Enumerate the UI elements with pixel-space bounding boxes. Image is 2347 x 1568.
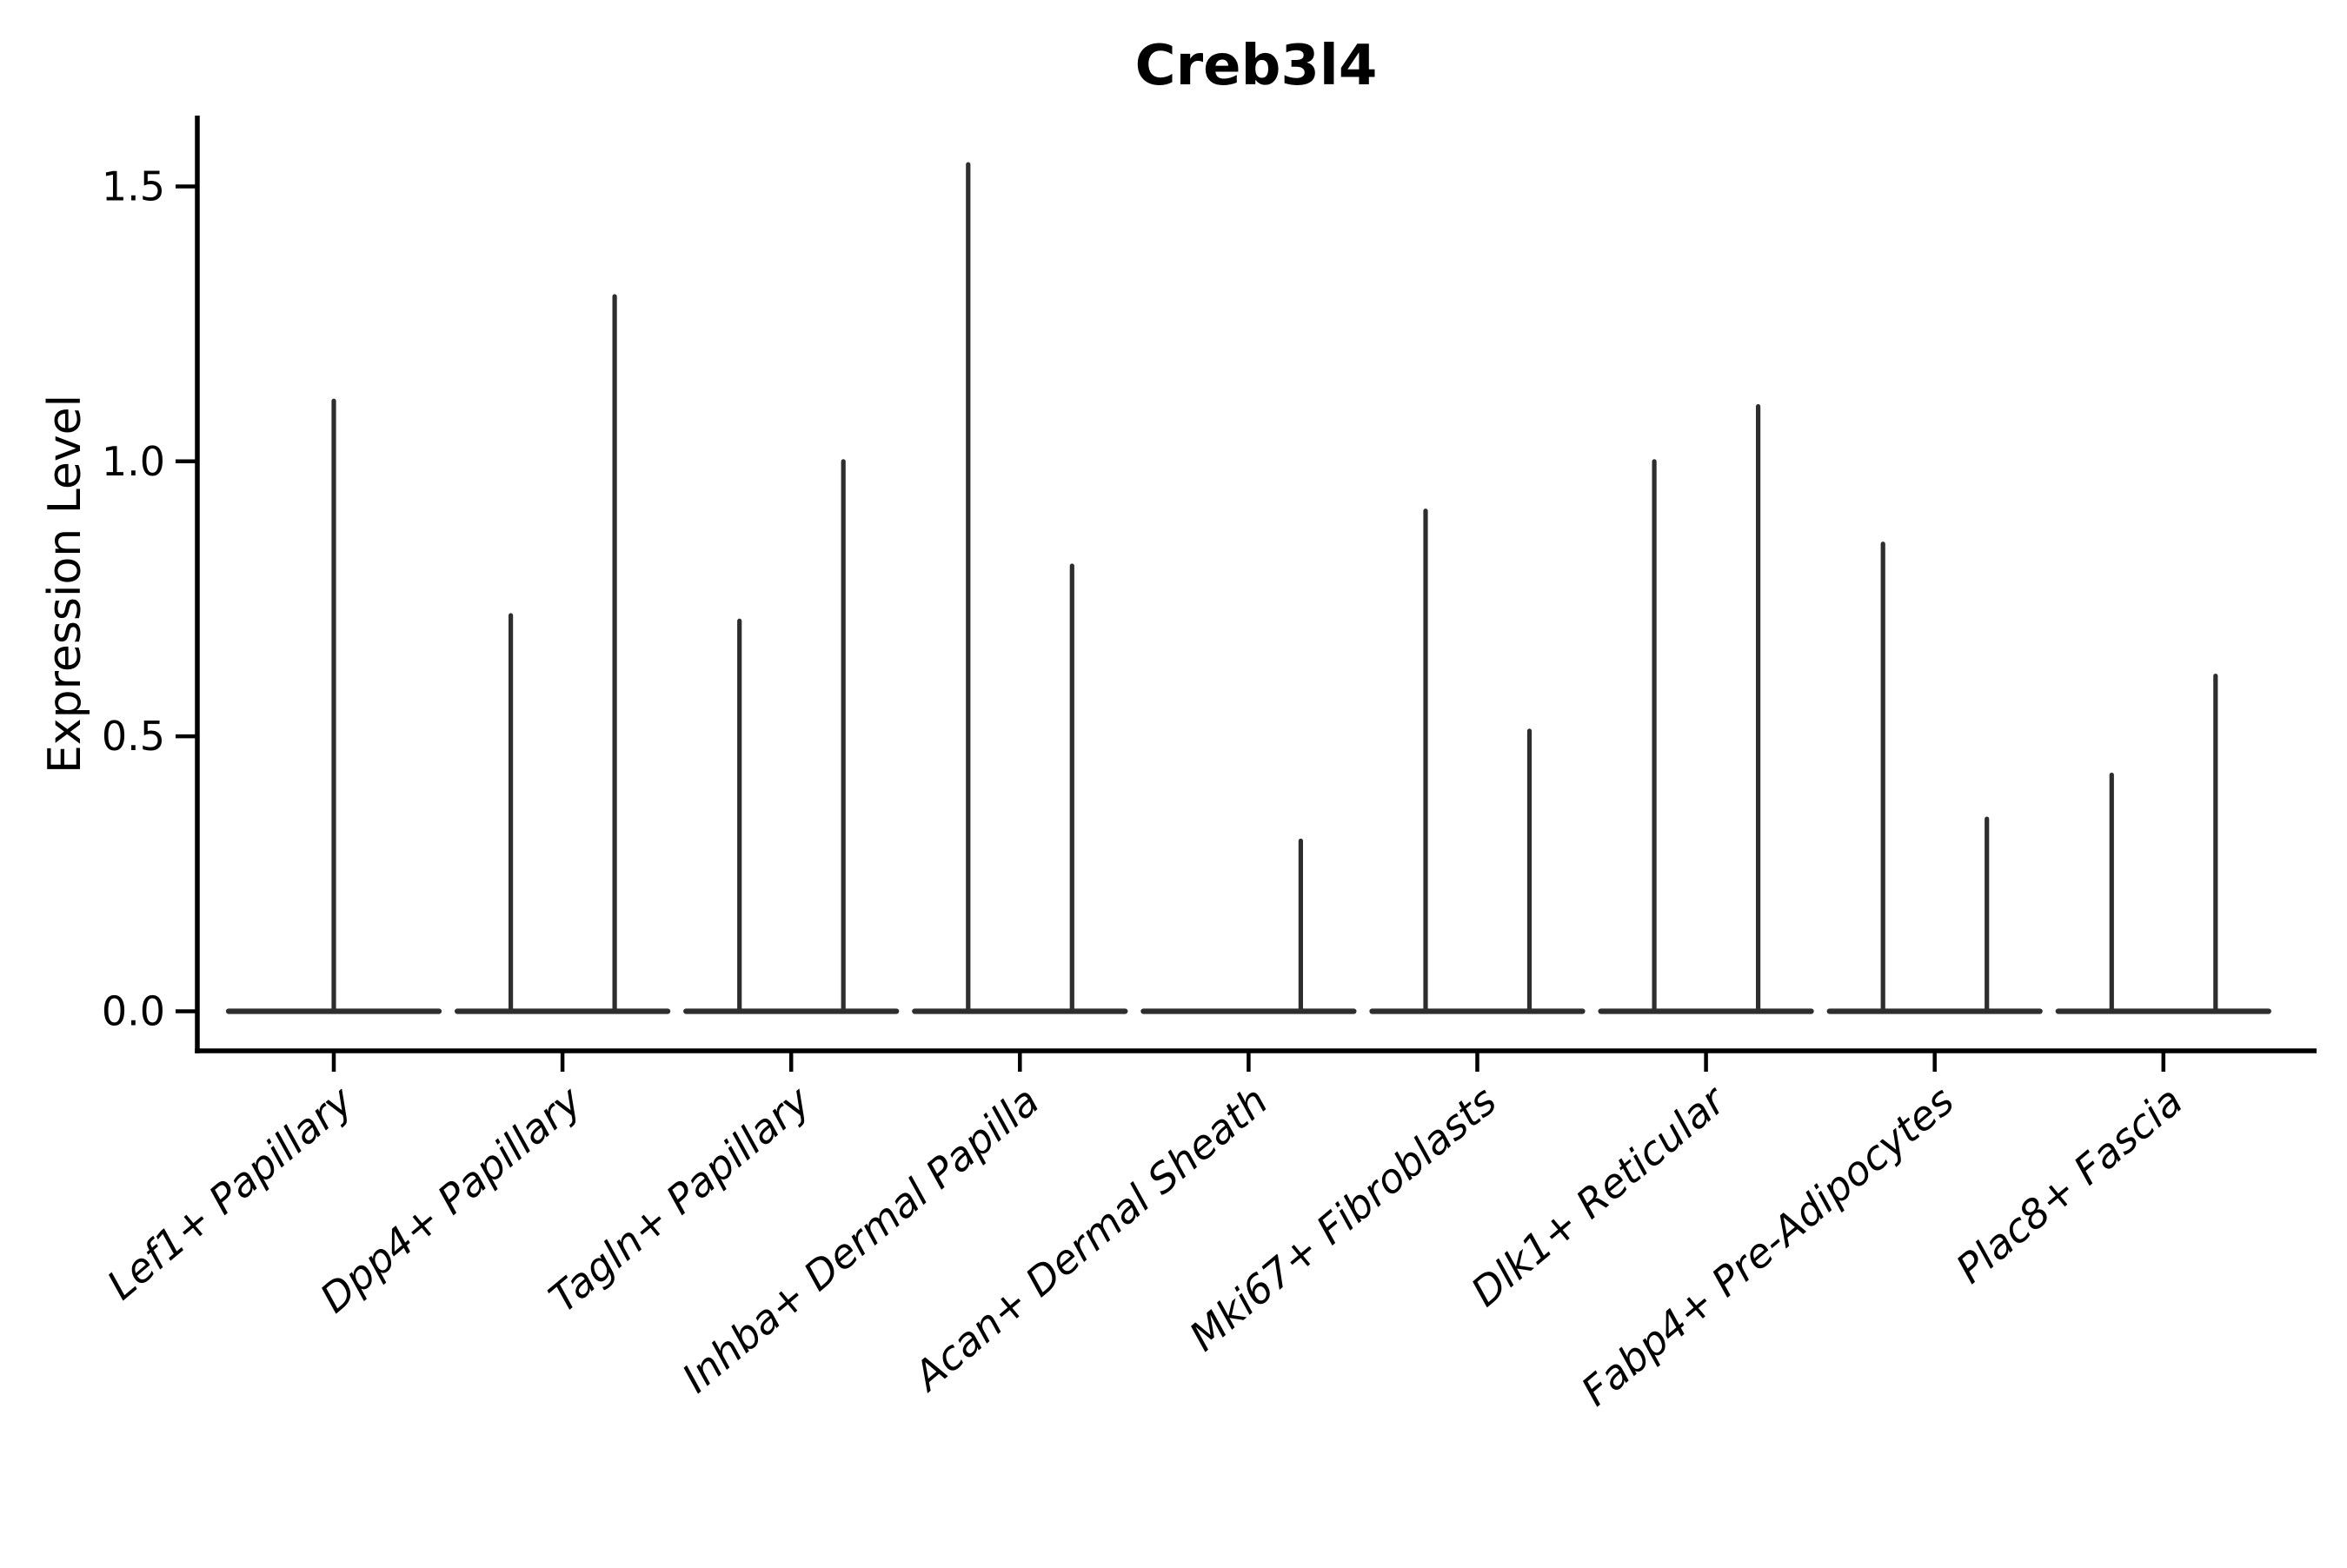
axes-layer [176,116,2317,1072]
y-tick-label: 0.0 [102,988,165,1035]
x-tick-label: Lef1+ Papillary [98,1077,362,1309]
x-tick-label: Inhba+ Dermal Papilla [674,1077,1048,1402]
y-axis-label: Expression Level [39,395,91,774]
x-tick-label: Fabp4+ Pre-Adipocytes [1572,1077,1963,1415]
violins-layer [225,162,2271,1014]
y-tick-label: 1.0 [102,438,165,485]
y-tick-labels-layer: 0.0 0.5 1.0 1.5 [102,163,165,1034]
y-tick-label: 0.5 [102,713,165,760]
x-tick-label: Plac8+ Fascia [1947,1077,2191,1292]
y-tick-label: 1.5 [102,163,165,209]
chart-title: Creb3l4 [1135,34,1378,98]
